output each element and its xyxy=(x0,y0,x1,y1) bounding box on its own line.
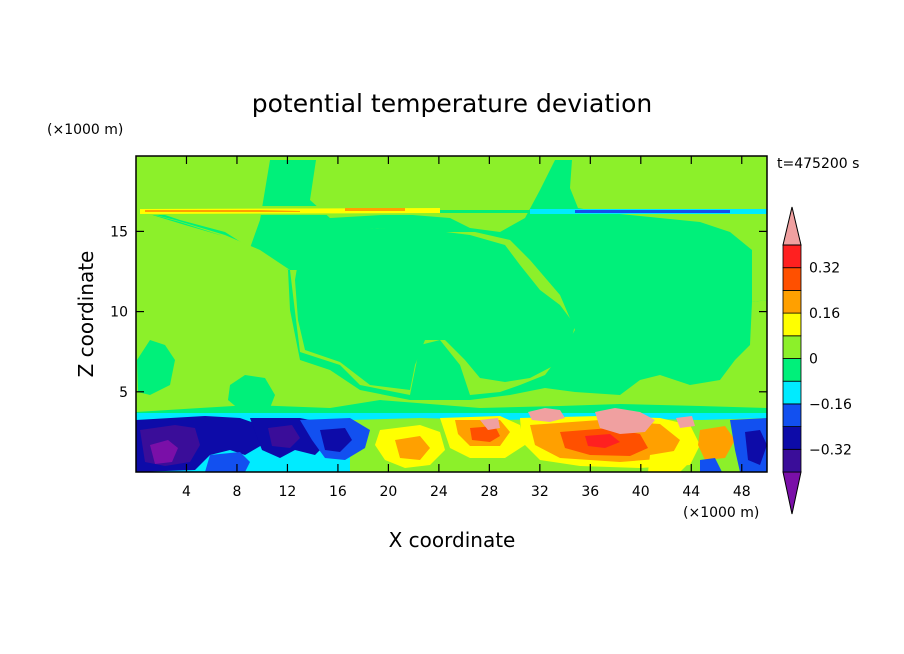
stripe-negative-blue xyxy=(575,210,730,213)
time-label: t=475200 s xyxy=(777,156,859,172)
colorbar-band xyxy=(782,312,802,337)
colorbar-band xyxy=(782,380,802,405)
colorbar-band xyxy=(782,244,802,269)
y-tick-label: 5 xyxy=(119,385,128,401)
y-unit-label: (×1000 m) xyxy=(47,122,123,138)
stripe-positive-orange xyxy=(345,208,405,211)
x-tick-label: 40 xyxy=(632,484,650,500)
positive-cell xyxy=(470,426,500,442)
colorbar-band xyxy=(782,448,802,473)
peak-cell xyxy=(676,416,695,428)
lower-positive-region xyxy=(136,210,767,412)
x-tick-label: 4 xyxy=(182,484,191,500)
negative-pocket xyxy=(634,298,680,372)
x-tick-label: 20 xyxy=(379,484,397,500)
positive-cell xyxy=(585,434,620,448)
colorbar-label: 0.16 xyxy=(809,306,840,322)
peak-cell xyxy=(595,408,655,434)
x-tick-label: 48 xyxy=(733,484,751,500)
peak-cell xyxy=(480,418,500,430)
contour-field xyxy=(136,156,767,472)
positive-cell xyxy=(395,436,430,460)
colorbar-band xyxy=(782,426,802,450)
negative-cell xyxy=(745,430,767,465)
x-tick-label: 44 xyxy=(682,484,700,500)
colorbar-band xyxy=(782,289,802,314)
negative-pocket xyxy=(295,228,575,390)
colorbar: 0.32 0.16 0 −0.16 −0.32 xyxy=(782,206,852,515)
x-tick-label: 32 xyxy=(531,484,549,500)
x-tick-label: 12 xyxy=(279,484,297,500)
negative-cell xyxy=(205,452,250,472)
negative-cell xyxy=(320,428,352,452)
y-axis-label: Z coordinate xyxy=(74,251,98,378)
negative-pocket xyxy=(137,340,175,395)
colorbar-label: −0.32 xyxy=(809,442,852,458)
colorbar-label: 0 xyxy=(809,352,818,368)
positive-cell xyxy=(648,450,690,472)
colorbar-label: −0.16 xyxy=(809,397,852,413)
stripe-positive-orange xyxy=(145,210,300,212)
x-axis-label: X coordinate xyxy=(389,528,516,552)
colorbar-arrow-high xyxy=(782,206,802,246)
boundary-layer-cyan xyxy=(136,413,767,418)
negative-cell xyxy=(150,440,178,464)
colorbar-arrow-low xyxy=(782,471,802,515)
x-unit-label: (×1000 m) xyxy=(683,505,759,521)
x-tick-label: 36 xyxy=(581,484,599,500)
x-tick-label: 24 xyxy=(430,484,448,500)
peak-cell xyxy=(528,408,565,422)
y-tick-label: 15 xyxy=(110,224,128,240)
negative-cell xyxy=(700,458,722,472)
negative-pocket xyxy=(228,375,275,410)
colorbar-label: 0.32 xyxy=(809,261,840,277)
colorbar-band xyxy=(782,267,802,291)
x-tick-label: 8 xyxy=(232,484,241,500)
colorbar-band xyxy=(782,403,802,427)
plot-frame xyxy=(135,155,768,473)
x-tick-label: 28 xyxy=(480,484,498,500)
stripe-positive-small xyxy=(440,210,530,213)
positive-cell xyxy=(698,426,735,460)
colorbar-band xyxy=(782,358,802,382)
y-tick-label: 10 xyxy=(110,305,128,321)
negative-cell xyxy=(268,425,300,448)
upper-positive-region xyxy=(136,156,767,302)
x-tick-label: 16 xyxy=(329,484,347,500)
colorbar-band xyxy=(782,335,802,359)
chart-title: potential temperature deviation xyxy=(252,89,652,118)
